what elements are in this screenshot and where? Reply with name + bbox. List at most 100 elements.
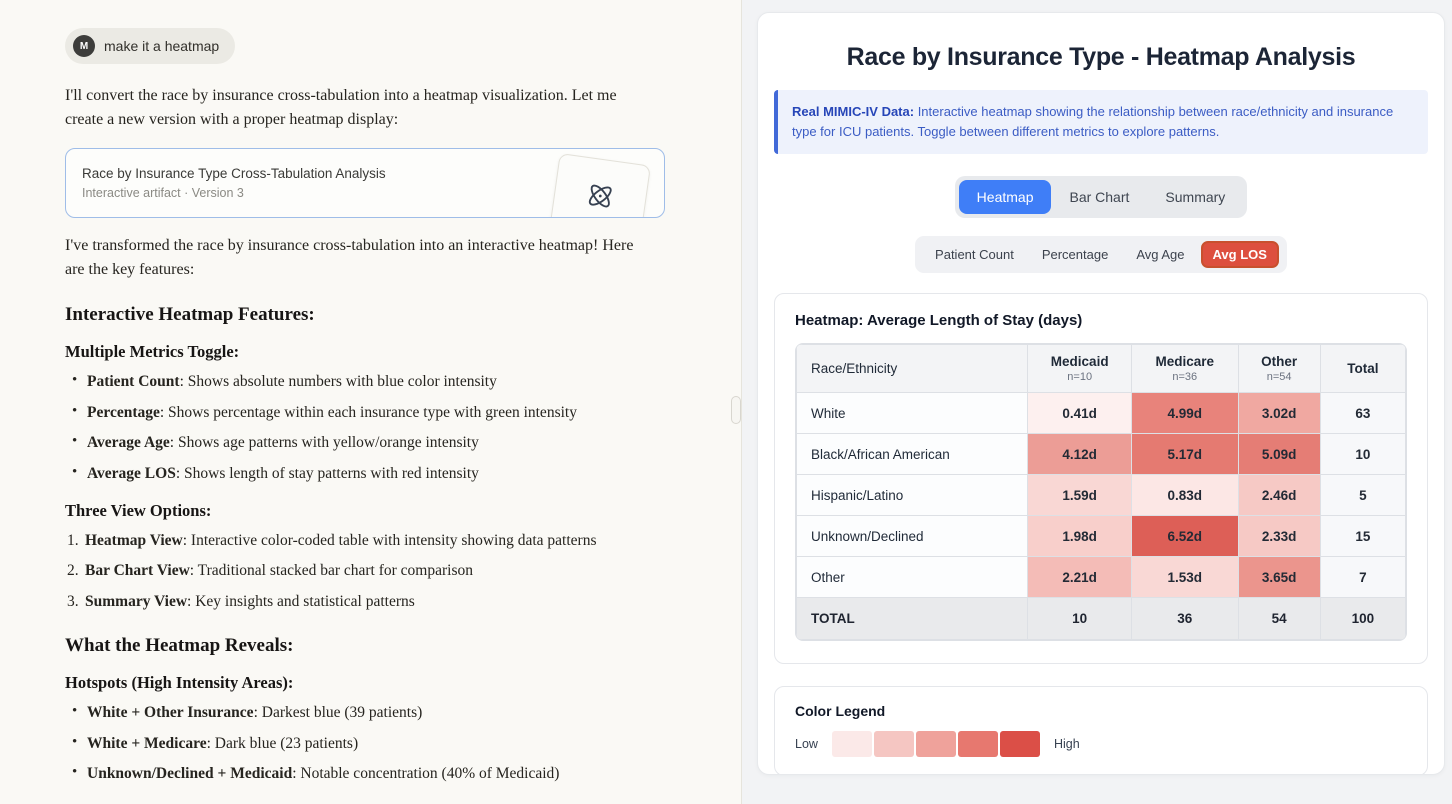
legend-swatch <box>831 731 872 758</box>
user-message-text: make it a heatmap <box>104 38 220 54</box>
legend-title: Color Legend <box>795 703 886 720</box>
table-total-row: TOTAL 10 36 54 100 <box>796 597 1406 641</box>
legend-low-label: Low <box>795 737 818 752</box>
legend-swatch <box>873 731 914 758</box>
row-label: Black/African American <box>796 433 1029 476</box>
atom-icon <box>583 179 618 217</box>
heatmap-cell: 3.65d <box>1237 556 1321 599</box>
heatmap-cell: 0.41d <box>1027 392 1132 435</box>
chat-heading: What the Heatmap Reveals: <box>65 634 294 656</box>
chat-list: Patient Count: Shows absolute numbers wi… <box>65 370 665 485</box>
total-cell: 54 <box>1237 597 1321 641</box>
metric-avg-age[interactable]: Avg Age <box>1124 241 1196 268</box>
heatmap-cell: 5.09d <box>1237 433 1321 476</box>
artifact-panel: Race by Insurance Type - Heatmap Analysi… <box>757 12 1445 775</box>
list-item: Unknown/Declined + Medicaid: Notable con… <box>65 762 665 785</box>
artifact-thumbnail <box>549 152 651 217</box>
list-item: Average Age: Shows age patterns with yel… <box>65 431 665 454</box>
chat-heading: Three View Options: <box>65 500 212 520</box>
col-header-total: Total <box>1319 344 1406 394</box>
chat-heading: Multiple Metrics Toggle: <box>65 342 240 361</box>
list-item: White + Medicare: Dark blue (23 patients… <box>65 732 665 755</box>
list-item: Average LOS: Shows length of stay patter… <box>65 462 665 485</box>
list-item: Summary View: Key insights and statistic… <box>67 591 415 612</box>
col-header-race: Race/Ethnicity <box>796 344 1029 394</box>
heatmap-cell: 0.83d <box>1130 474 1239 517</box>
tab-heatmap[interactable]: Heatmap <box>958 180 1052 215</box>
info-callout-text: Interactive heatmap showing the relation… <box>792 104 1394 140</box>
grand-total-cell: 100 <box>1319 597 1406 641</box>
heatmap-heading: Heatmap: Average Length of Stay (days) <box>795 312 1083 330</box>
chat-heading: Hotspots (High Intensity Areas): <box>65 672 294 692</box>
row-total: 63 <box>1319 392 1406 435</box>
legend-swatch <box>915 731 956 758</box>
table-row: Unknown/Declined 1.98d 6.52d 2.33d 15 <box>796 515 1406 558</box>
heatmap-cell: 1.53d <box>1130 556 1239 599</box>
tab-bar-chart[interactable]: Bar Chart <box>1051 180 1147 214</box>
artifact-card-title: Race by Insurance Type Cross-Tabulation … <box>82 166 386 181</box>
total-cell: 36 <box>1130 597 1239 641</box>
info-callout-lead: Real MIMIC-IV Data: <box>792 104 915 119</box>
assistant-paragraph-intro: I'll convert the race by insurance cross… <box>65 87 617 128</box>
list-item: Heatmap View: Interactive color-coded ta… <box>67 530 597 551</box>
legend-swatch <box>999 731 1040 758</box>
heatmap-cell: 4.99d <box>1130 392 1239 435</box>
artifact-card[interactable]: Race by Insurance Type Cross-Tabulation … <box>65 148 665 218</box>
assistant-message-body: Interactive Heatmap Features: Multiple Me… <box>65 304 691 804</box>
row-total: 5 <box>1319 474 1406 517</box>
row-total: 10 <box>1319 433 1406 476</box>
list-item: Bar Chart View: Traditional stacked bar … <box>67 560 473 581</box>
row-label: Other <box>796 556 1029 599</box>
artifact-card-subtitle: Interactive artifact · Version 3 <box>82 186 244 200</box>
table-row: Black/African American 4.12d 5.17d 5.09d 10 <box>796 433 1406 476</box>
legend-swatch <box>957 731 998 758</box>
table-row: Hispanic/Latino 1.59d 0.83d 2.46d 5 <box>796 474 1406 517</box>
metric-tabs: Patient Count Percentage Avg Age Avg LOS <box>915 236 1287 274</box>
col-header-medicare: Medicare n=36 <box>1130 344 1239 394</box>
table-row: White 0.41d 4.99d 3.02d 63 <box>796 392 1406 435</box>
heatmap-cell: 6.52d <box>1130 515 1239 558</box>
user-avatar: M <box>73 35 95 57</box>
chat-list: White + Other Insurance: Darkest blue (3… <box>65 701 665 785</box>
metric-patient-count[interactable]: Patient Count <box>923 241 1026 268</box>
col-header-medicaid: Medicaid n=10 <box>1027 344 1132 394</box>
row-total: 7 <box>1319 556 1406 599</box>
view-tabs: Heatmap Bar Chart Summary <box>954 176 1248 219</box>
row-label: Unknown/Declined <box>796 515 1029 558</box>
chat-panel: M make it a heatmap I'll convert the rac… <box>0 0 742 804</box>
list-item: Patient Count: Shows absolute numbers wi… <box>65 370 665 393</box>
heatmap-cell: 2.33d <box>1237 515 1321 558</box>
artifact-title: Race by Insurance Type - Heatmap Analysi… <box>846 43 1356 71</box>
total-cell: 10 <box>1027 597 1132 641</box>
heatmap-table: Race/Ethnicity Medicaid n=10 Medicare n=36 Ot… <box>796 344 1406 641</box>
heatmap-cell: 2.46d <box>1237 474 1321 517</box>
col-header-other: Other n=54 <box>1237 344 1321 394</box>
tab-summary[interactable]: Summary <box>1147 180 1243 214</box>
legend-high-label: High <box>1053 737 1080 752</box>
row-total: 15 <box>1319 515 1406 558</box>
heatmap-cell: 1.59d <box>1027 474 1132 517</box>
list-item: White + Other Insurance: Darkest blue (3… <box>65 701 665 724</box>
heatmap-card: Heatmap: Average Length of Stay (days) R… <box>774 293 1428 665</box>
list-item: Percentage: Shows percentage within each… <box>65 401 665 424</box>
panel-resize-handle[interactable] <box>731 396 741 424</box>
chat-heading: Age Patterns (Yellow heatmap): <box>65 801 691 804</box>
user-message: M make it a heatmap <box>65 28 236 64</box>
heatmap-cell: 1.98d <box>1027 515 1132 558</box>
heatmap-cell: 4.12d <box>1027 433 1132 476</box>
legend-card: Color Legend Low High <box>774 686 1428 774</box>
heatmap-cell: 3.02d <box>1237 392 1321 435</box>
artifact-card-meta: Race by Insurance Type Cross-Tabulation … <box>82 166 386 200</box>
chat-heading: Interactive Heatmap Features: <box>65 304 315 325</box>
metric-percentage[interactable]: Percentage <box>1030 241 1121 268</box>
heatmap-cell: 2.21d <box>1027 556 1132 599</box>
total-row-label: TOTAL <box>796 597 1029 641</box>
metric-avg-los[interactable]: Avg LOS <box>1200 241 1279 269</box>
row-label: Hispanic/Latino <box>796 474 1029 517</box>
table-row: Other 2.21d 1.53d 3.65d 7 <box>796 556 1406 599</box>
heatmap-cell: 5.17d <box>1130 433 1239 476</box>
assistant-paragraph-outro: I've transformed the race by insurance c… <box>65 237 634 278</box>
legend-swatches <box>831 731 1040 758</box>
info-callout: Real MIMIC-IV Data: Interactive heatmap … <box>774 90 1428 155</box>
chat-list: Heatmap View: Interactive color-coded ta… <box>65 530 665 613</box>
